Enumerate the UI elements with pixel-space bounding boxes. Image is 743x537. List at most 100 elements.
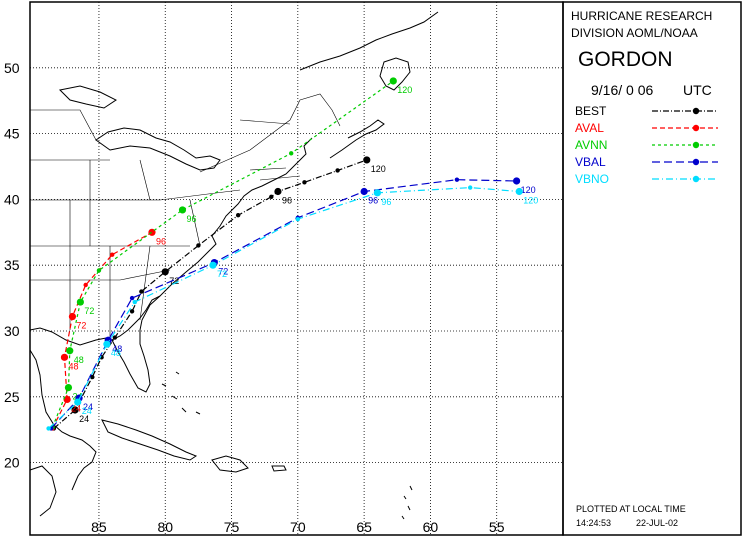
coastline-atlantic [141,137,313,321]
track-avnn: 24 48 72 96 120 [50,77,412,430]
lon-tick-label: 70 [290,519,306,535]
legend: BEST AVAL AVNN VBAL VBNO [575,104,718,186]
lon-tick-label: 80 [157,519,173,535]
datetime-label: 9/16/ 0 06 [591,82,653,98]
forecast-hour-label: 72 [217,269,227,279]
track-point [302,180,307,185]
timezone-label: UTC [683,82,712,98]
track-point [46,426,51,431]
forecast-hour-label: 48 [111,348,121,358]
track-point [90,374,95,380]
track-point [389,77,397,85]
track-point [132,299,137,305]
coastlines [29,11,439,520]
hispaniola [211,455,249,473]
forecast-hour-label: 24 [82,406,92,416]
track-point [454,177,460,182]
track-point [76,298,84,306]
lon-tick-label: 60 [423,519,439,535]
track-point [373,189,381,197]
track-aval: 24 48 72 96 [50,228,166,431]
state-boundaries [30,93,341,336]
legend-label-avnn: AVNN [575,138,607,152]
track-point [269,194,274,199]
track-point [295,216,301,222]
track-point [148,228,156,236]
lat-tick-label: 40 [4,191,20,207]
track-point [161,268,169,276]
track-vbno: 24 48 72 96 120 [46,185,538,431]
track-point [512,177,521,185]
track-point [60,353,69,361]
forecast-hour-label: 24 [79,414,89,424]
track-point [363,156,371,164]
track-best: 24 72 96 120 [51,156,386,431]
forecast-tracks: 2472961202448729624487296120244872961202… [46,77,538,431]
coastline-mexico [29,349,97,491]
lat-tick-label: 25 [4,389,20,405]
puerto-rico [271,465,287,472]
forecast-hour-label: 120 [371,164,386,174]
forecast-hour-label: 72 [76,321,86,331]
legend-marker-best [692,107,700,115]
track-point [74,398,82,406]
cuba [101,419,198,461]
boundary-states-1 [30,159,241,336]
plot-time: 14:24:53 [576,518,611,528]
lat-tick-label: 35 [4,257,20,273]
track-point [68,312,77,321]
legend-label-aval: AVAL [575,121,604,135]
coastline-newfoundland [379,57,411,91]
track-point [360,187,368,196]
track-point [64,384,73,392]
forecast-hour-label: 120 [397,85,412,95]
track-point [515,187,523,196]
track-point [71,406,79,414]
lake-superior [58,85,117,109]
track-point [63,395,71,404]
legend-label-vbal: VBAL [575,155,606,169]
forecast-hour-label: 96 [186,214,196,224]
track-point [83,282,88,288]
great-lakes [95,127,221,171]
forecast-hour-label: 72 [84,306,94,316]
track-line-vbal [50,179,517,429]
forecast-hour-label: 120 [521,185,536,195]
track-point [288,151,294,156]
lon-tick-label: 75 [224,519,240,535]
track-point [467,185,473,190]
forecast-hour-label: 96 [156,236,166,246]
track-point [235,213,241,218]
track-point [103,340,111,348]
plot-date: 22-JUL-02 [636,518,678,528]
legend-marker-aval [692,124,700,132]
forecast-hour-label: 96 [282,196,292,206]
track-point [139,289,144,294]
legend-label-vbno: VBNO [575,172,609,186]
forecast-hour-label: 96 [381,197,391,207]
forecast-hour-label: 48 [74,355,84,365]
storm-name: GORDON [578,48,673,71]
track-point [129,309,135,314]
forecast-hour-label: 24 [83,402,93,412]
bahamas [161,371,201,415]
coastline-florida [111,319,151,393]
legend-marker-vbno [692,175,700,183]
track-point [178,206,187,214]
track-line-vbno [48,186,520,429]
lat-tick-label: 45 [4,126,20,142]
lat-tick-label: 20 [4,455,20,471]
info-panel-frame [562,1,742,536]
legend-marker-vbal [692,158,700,166]
org-line-2: DIVISION AOML/NOAA [571,26,698,40]
lat-tick-label: 50 [4,60,20,76]
graticule-grid [30,2,563,535]
legend-label-best: BEST [575,104,607,118]
plotted-note: PLOTTED AT LOCAL TIME [576,504,686,514]
boundary-us-canada [30,93,341,173]
forecast-hour-label: 72 [169,276,179,286]
forecast-hour-label: 48 [68,361,78,371]
track-line-avnn [51,80,394,428]
